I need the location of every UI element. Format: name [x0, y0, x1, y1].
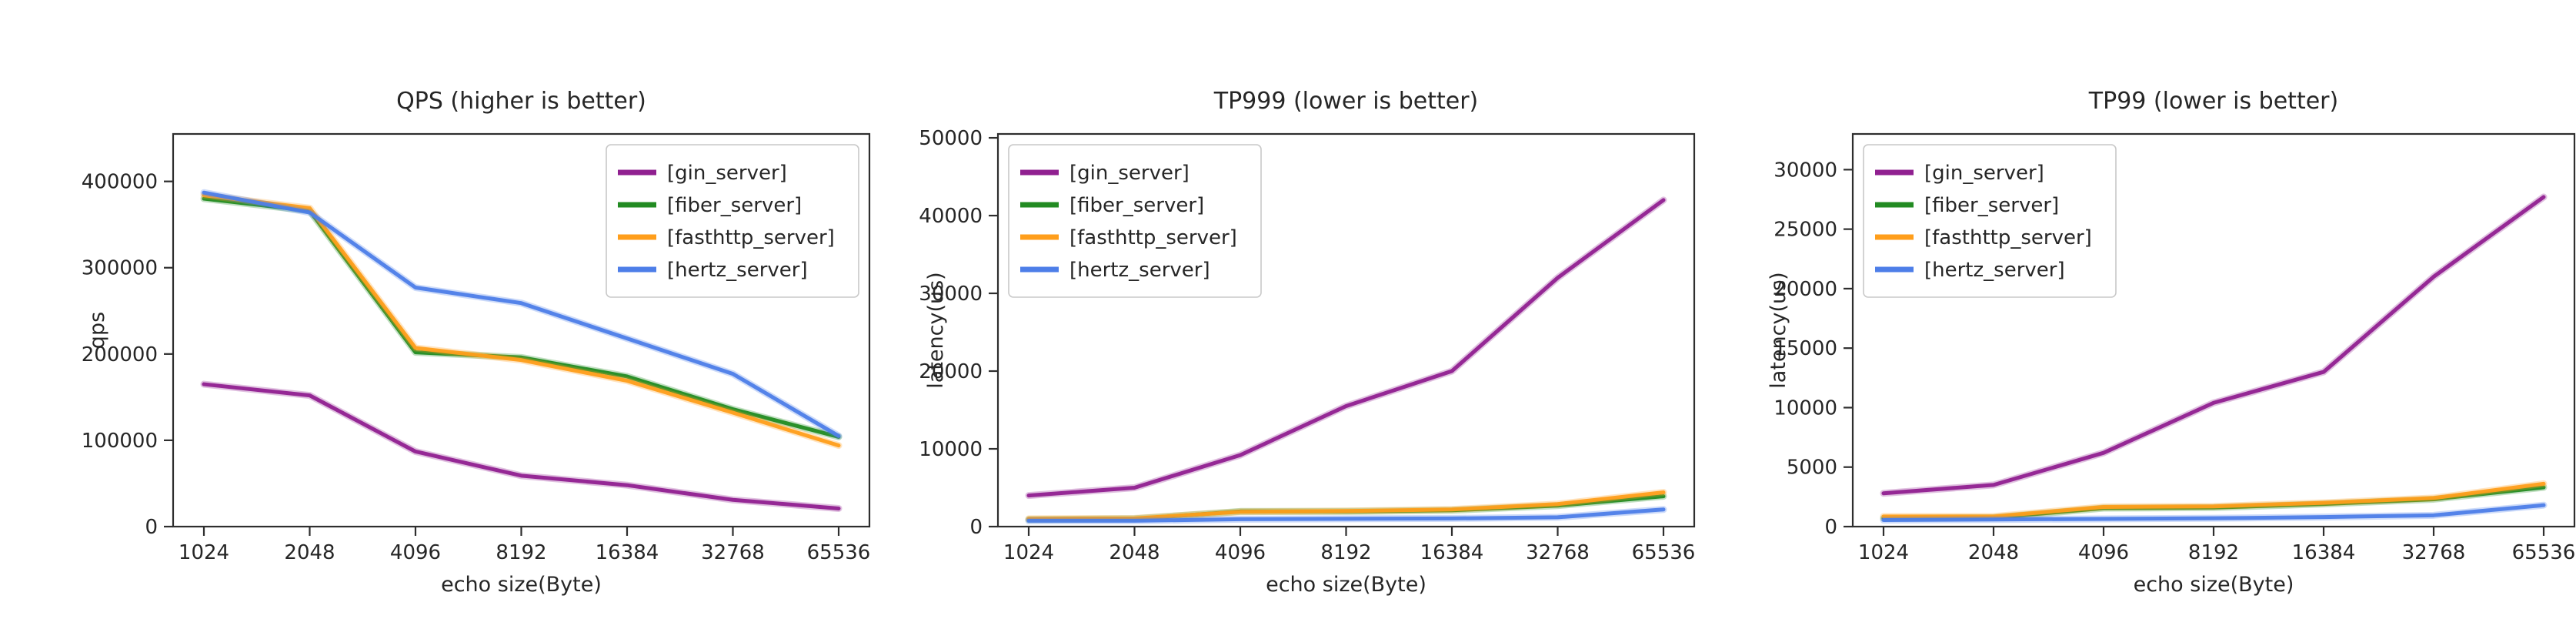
legend-label-hertz_server: [hertz_server]: [667, 259, 808, 282]
x-tick-label: 4096: [390, 541, 441, 564]
legend-box: [1863, 144, 2117, 298]
series-line-gin_server: [1026, 198, 1666, 498]
legend-box: [1008, 144, 1262, 298]
legend-box: [606, 144, 859, 298]
y-tick-label: 50000: [919, 127, 983, 150]
x-tick-label: 4096: [2078, 541, 2129, 564]
y-tick-label: 0: [969, 516, 983, 539]
chart-title: QPS (higher is better): [396, 88, 646, 115]
legend: [gin_server] [fiber_server] [fasthttp_serv…: [1008, 144, 1262, 298]
x-axis-label: echo size(Byte): [1266, 573, 1426, 597]
legend: [gin_server] [fiber_server] [fasthttp_serv…: [1863, 144, 2117, 298]
legend-label-hertz_server: [hertz_server]: [1069, 259, 1210, 282]
y-tick-label: 200000: [82, 343, 158, 366]
y-axis-label: latency(us): [924, 272, 948, 388]
y-tick-label: 100000: [82, 430, 158, 453]
y-tick-label: 40000: [919, 205, 983, 228]
y-tick-label: 25000: [1774, 219, 1837, 242]
y-tick-label: 15000: [1774, 337, 1837, 360]
x-tick-label: 2048: [1109, 541, 1160, 564]
legend-label-fiber_server: [fiber_server]: [1069, 194, 1204, 217]
x-tick-label: 65536: [807, 541, 871, 564]
chart-title: TP99 (lower is better): [2088, 88, 2338, 115]
x-tick-label: 16384: [1420, 541, 1484, 564]
x-tick-label: 1024: [1858, 541, 1909, 564]
series-line-hertz_server: [1881, 503, 2546, 522]
legend-label-fasthttp_server: [fasthttp_server]: [667, 226, 835, 249]
series-line-gin_server: [202, 382, 841, 510]
y-tick-label: 20000: [1774, 278, 1837, 301]
chart-tp99: 0 5000 10000 15000 20000 25000 30000 1024 2048 40…: [1767, 88, 2575, 597]
y-tick-label: 10000: [919, 438, 983, 461]
legend-label-gin_server: [gin_server]: [1924, 162, 2044, 185]
x-tick-label: 8192: [1320, 541, 1371, 564]
legend-label-gin_server: [gin_server]: [1069, 162, 1190, 185]
y-tick-label: 20000: [919, 360, 983, 383]
series-line-hertz_server: [1026, 507, 1666, 523]
y-tick-label: 5000: [1787, 457, 1837, 480]
y-axis-label: latency(us): [1767, 272, 1790, 388]
chart-title: TP999 (lower is better): [1213, 88, 1479, 115]
chart-qps: 0 100000 200000 300000 400000 1024 2048 4096 819…: [82, 88, 871, 597]
y-tick-label: 30000: [1774, 159, 1837, 182]
legend-label-fiber_server: [fiber_server]: [1924, 194, 2059, 217]
x-tick-label: 2048: [284, 541, 335, 564]
series-line-fasthttp_server: [1026, 490, 1666, 521]
legend: [gin_server] [fiber_server] [fasthttp_serv…: [606, 144, 859, 298]
x-tick-label: 32768: [701, 541, 765, 564]
x-tick-label: 2048: [1968, 541, 2019, 564]
x-tick-label: 32768: [1526, 541, 1590, 564]
chart-tp999: 0 10000 20000 30000 40000 50000 1024 2048 4096 81…: [919, 88, 1695, 597]
x-tick-label: 16384: [596, 541, 659, 564]
legend-label-fasthttp_server: [fasthttp_server]: [1924, 226, 2092, 249]
y-tick-label: 10000: [1774, 396, 1837, 420]
x-tick-label: 8192: [2188, 541, 2239, 564]
y-tick-label: 400000: [82, 171, 158, 194]
y-tick-label: 0: [145, 516, 158, 539]
x-tick-label: 16384: [2292, 541, 2356, 564]
y-tick-label: 0: [1824, 516, 1837, 539]
y-axis-label: qps: [85, 312, 109, 349]
x-tick-label: 1024: [1003, 541, 1054, 564]
x-axis-label: echo size(Byte): [441, 573, 602, 597]
x-tick-label: 8192: [496, 541, 546, 564]
legend-label-gin_server: [gin_server]: [667, 162, 787, 185]
legend-label-fasthttp_server: [fasthttp_server]: [1069, 226, 1237, 249]
series-line-gin_server: [1881, 195, 2546, 496]
y-tick-label: 300000: [82, 257, 158, 280]
series-line-fasthttp_server: [1881, 481, 2546, 519]
x-tick-label: 65536: [2512, 541, 2576, 564]
x-tick-label: 1024: [179, 541, 229, 564]
benchmark-figure: 0 100000 200000 300000 400000 1024 2048 4096 819…: [31, 12, 2576, 611]
series-line-hertz_server: [202, 190, 841, 438]
y-tick-label: 30000: [919, 283, 983, 306]
series-line-halo-gin_server: [200, 380, 843, 512]
x-tick-label: 4096: [1215, 541, 1266, 564]
x-tick-label: 32768: [2402, 541, 2466, 564]
legend-label-fiber_server: [fiber_server]: [667, 194, 802, 217]
x-axis-label: echo size(Byte): [2134, 573, 2294, 597]
series-line-fasthttp_server: [202, 193, 841, 448]
x-tick-label: 65536: [1632, 541, 1696, 564]
legend-label-hertz_server: [hertz_server]: [1924, 259, 2065, 282]
